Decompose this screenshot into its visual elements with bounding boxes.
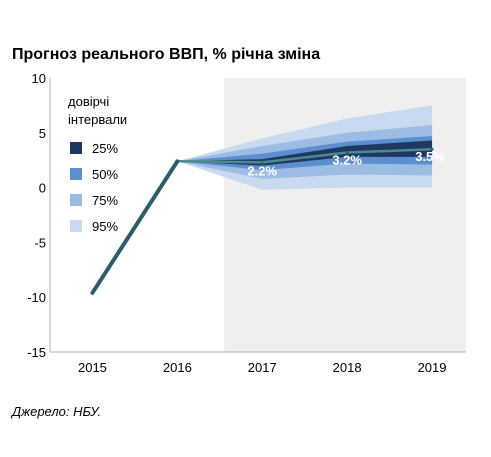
x-tick-label: 2015: [78, 360, 107, 375]
legend-title: інтервали: [68, 112, 127, 127]
legend-title: довірчі: [68, 94, 109, 109]
legend-swatch-95pct: [70, 220, 82, 232]
data-label-2019: 3.5%: [415, 149, 445, 164]
legend-label: 75%: [92, 193, 118, 208]
data-label-2018: 3.2%: [332, 153, 362, 168]
legend-swatch-75pct: [70, 194, 82, 206]
legend-swatch-50pct: [70, 168, 82, 180]
gdp-actual-line: [90, 159, 180, 295]
data-point-2016: [175, 159, 179, 163]
y-tick-label: -10: [27, 290, 46, 305]
legend-label: 25%: [92, 141, 118, 156]
y-tick-label: -5: [34, 235, 46, 250]
fan-band-25pct: [177, 140, 433, 166]
x-tick-label: 2016: [163, 360, 192, 375]
x-tick-label: 2018: [333, 360, 362, 375]
x-tick-label: 2019: [418, 360, 447, 375]
data-point-2017: [260, 161, 264, 165]
y-tick-label: 10: [32, 71, 46, 86]
data-point-2018: [345, 151, 349, 155]
source-note: Джерело: НБУ.: [12, 404, 102, 419]
legend-label: 50%: [92, 167, 118, 182]
y-tick-label: -15: [27, 345, 46, 360]
chart-title: Прогноз реального ВВП, % річна зміна: [12, 46, 321, 63]
y-tick-label: 0: [39, 181, 46, 196]
legend-swatch-25pct: [70, 142, 82, 154]
legend-label: 95%: [92, 219, 118, 234]
y-tick-label: 5: [39, 126, 46, 141]
data-point-2019: [430, 147, 434, 151]
data-label-2017: 2.2%: [247, 163, 277, 178]
fan-center-line: [177, 147, 433, 164]
data-point-2015: [90, 291, 94, 295]
x-tick-label: 2017: [248, 360, 277, 375]
